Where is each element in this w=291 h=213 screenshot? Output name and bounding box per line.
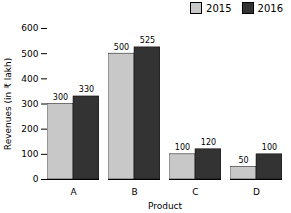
svg-text:A: A — [70, 187, 77, 197]
svg-text:100: 100 — [21, 149, 38, 159]
svg-text:0: 0 — [33, 174, 39, 184]
svg-text:500: 500 — [21, 49, 38, 59]
svg-text:100: 100 — [175, 143, 190, 152]
svg-text:600: 600 — [21, 23, 38, 33]
svg-text:300: 300 — [21, 99, 38, 109]
svg-text:300: 300 — [53, 93, 68, 102]
svg-text:500: 500 — [114, 43, 129, 52]
svg-text:525: 525 — [140, 36, 155, 45]
svg-text:200: 200 — [21, 124, 38, 134]
svg-text:C: C — [192, 187, 198, 197]
svg-text:Revenues (in ₹ lakh): Revenues (in ₹ lakh) — [3, 58, 13, 150]
svg-text:Product: Product — [148, 201, 183, 211]
svg-text:50: 50 — [238, 156, 248, 165]
svg-text:D: D — [253, 187, 260, 197]
html-text:2016: 2016 — [257, 2, 283, 14]
svg-text:400: 400 — [21, 74, 38, 84]
svg-text:330: 330 — [79, 85, 94, 94]
html-text:2015: 2015 — [206, 2, 232, 14]
svg-text:B: B — [131, 187, 137, 197]
svg-text:120: 120 — [201, 138, 216, 147]
svg-text:100: 100 — [262, 143, 277, 152]
